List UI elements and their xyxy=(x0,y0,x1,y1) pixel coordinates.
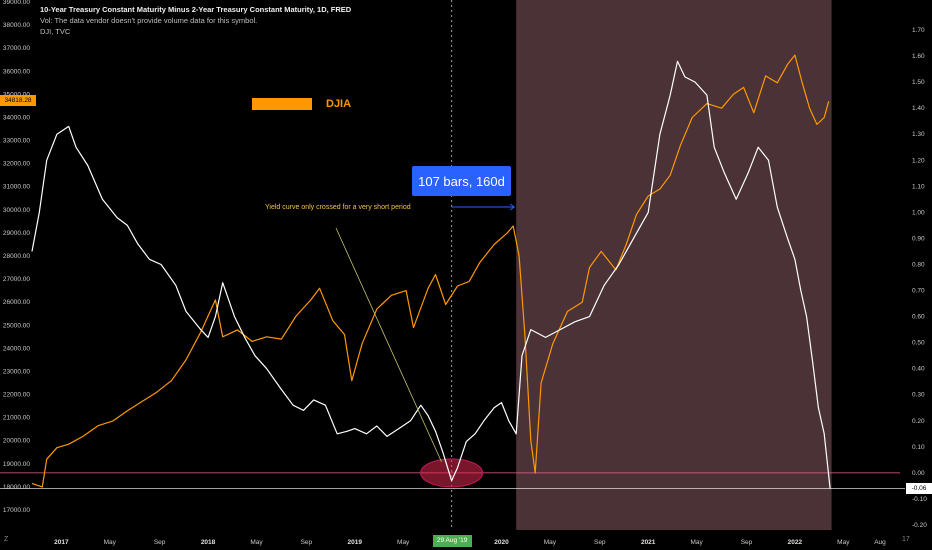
left-axis-tick: 32000.00 xyxy=(3,161,30,168)
left-axis-tick: 35000.00 xyxy=(3,91,30,98)
left-axis-tick: 34000.00 xyxy=(3,114,30,121)
spread-series-line xyxy=(31,60,831,489)
right-axis-tick: 1.50 xyxy=(912,79,925,86)
x-axis-tick: 2021 xyxy=(641,539,656,546)
left-axis-tick: 36000.00 xyxy=(3,68,30,75)
tradingview-logo[interactable]: Z xyxy=(4,536,9,543)
left-axis-tick: 23000.00 xyxy=(3,368,30,375)
right-axis-tick: 1.00 xyxy=(912,209,925,216)
right-axis-tick: 0.70 xyxy=(912,288,925,295)
left-axis-tick: 17000.00 xyxy=(3,507,30,514)
right-axis: 1.70 1.60 1.50 1.40 1.30 1.20 1.10 1.00 0.90 0.80… xyxy=(912,27,927,529)
right-axis-tick: 1.30 xyxy=(912,131,925,138)
left-axis-tick: 19000.00 xyxy=(3,461,30,468)
volume-note: Vol: The data vendor doesn't provide vol… xyxy=(40,16,258,25)
left-axis-tick: 22000.00 xyxy=(3,392,30,399)
right-axis-tick: 0.60 xyxy=(912,314,925,321)
left-axis-tick: 38000.00 xyxy=(3,22,30,29)
left-axis-tick: 31000.00 xyxy=(3,184,30,191)
left-axis-tick: 33000.00 xyxy=(3,138,30,145)
measure-label: 107 bars, 160d xyxy=(412,166,511,196)
x-axis-tick: May xyxy=(690,539,703,546)
left-axis-tick: 20000.00 xyxy=(3,438,30,445)
chart-title: 10-Year Treasury Constant Maturity Minus… xyxy=(40,5,352,14)
right-axis-tick: 0.90 xyxy=(912,235,925,242)
right-axis-tick: 0.30 xyxy=(912,392,925,399)
right-axis-tick: 0.00 xyxy=(912,470,925,477)
x-axis-tick: 2017 xyxy=(54,539,69,546)
left-axis-tick: 37000.00 xyxy=(3,45,30,52)
left-axis-tick: 26000.00 xyxy=(3,299,30,306)
right-axis-tick: 1.70 xyxy=(912,27,925,34)
left-axis-tick: 25000.00 xyxy=(3,322,30,329)
x-axis-tick: 2020 xyxy=(494,539,509,546)
x-axis-tick: 2022 xyxy=(788,539,803,546)
left-axis-tick: 39000.00 xyxy=(3,0,30,6)
right-axis-tick: 1.10 xyxy=(912,183,925,190)
right-axis-tick: 0.20 xyxy=(912,418,925,425)
right-axis-tick: -0.20 xyxy=(912,522,927,529)
note-pointer-line xyxy=(335,227,442,463)
x-axis-tick: Sep xyxy=(154,539,166,546)
right-axis-tick: 1.60 xyxy=(912,53,925,60)
left-axis-tick: 29000.00 xyxy=(3,230,30,237)
dji-series-line xyxy=(31,54,830,488)
left-axis: 39000.00 38000.00 37000.00 36000.00 35000.00… xyxy=(3,0,30,514)
left-axis-tick: 24000.00 xyxy=(3,345,30,352)
x-axis-tick: Sep xyxy=(301,539,313,546)
right-axis-tick: 1.20 xyxy=(912,157,925,164)
annotation-note: Yield curve only crossed for a very shor… xyxy=(265,204,411,211)
left-axis-tick: 30000.00 xyxy=(3,207,30,214)
timezone-label[interactable]: 17 xyxy=(902,536,910,543)
x-axis-tick: May xyxy=(104,539,117,546)
crosshair-date-badge: 29 Aug '19 xyxy=(432,535,472,547)
x-axis-tick: Aug xyxy=(874,539,886,546)
right-axis-tick: 0.50 xyxy=(912,340,925,347)
right-axis-tick: 0.80 xyxy=(912,261,925,268)
right-axis-tick: -0.10 xyxy=(912,496,927,503)
right-axis-tick: 0.40 xyxy=(912,366,925,373)
x-axis-tick: 2019 xyxy=(348,539,363,546)
inversion-highlight-ellipse xyxy=(420,458,484,488)
x-axis-tick: Sep xyxy=(594,539,606,546)
shaded-period xyxy=(516,0,832,530)
left-axis-tick: 28000.00 xyxy=(3,253,30,260)
right-axis-tick: 1.40 xyxy=(912,105,925,112)
x-axis-tick: May xyxy=(397,539,410,546)
x-axis-tick: May xyxy=(250,539,263,546)
left-axis-tick: 18000.00 xyxy=(3,484,30,491)
spread-price-badge: -0.06 xyxy=(906,482,932,494)
x-axis-tick: May xyxy=(544,539,557,546)
x-axis-tick: May xyxy=(837,539,850,546)
x-axis-tick: Sep xyxy=(741,539,753,546)
left-axis-tick: 27000.00 xyxy=(3,276,30,283)
x-axis: 2017 May Sep 2018 May Sep 2019 May 2020 May Sep 202… xyxy=(54,539,886,546)
x-axis-tick: 2018 xyxy=(201,539,216,546)
legend-swatch xyxy=(252,98,312,110)
right-axis-tick: 0.10 xyxy=(912,444,925,451)
left-axis-tick: 21000.00 xyxy=(3,415,30,422)
dji-price-badge: 34818.28 xyxy=(0,95,36,107)
legend-label: DJIA xyxy=(326,98,352,110)
measure-arrow-head xyxy=(509,203,515,211)
secondary-symbol: DJI, TVC xyxy=(40,27,71,36)
